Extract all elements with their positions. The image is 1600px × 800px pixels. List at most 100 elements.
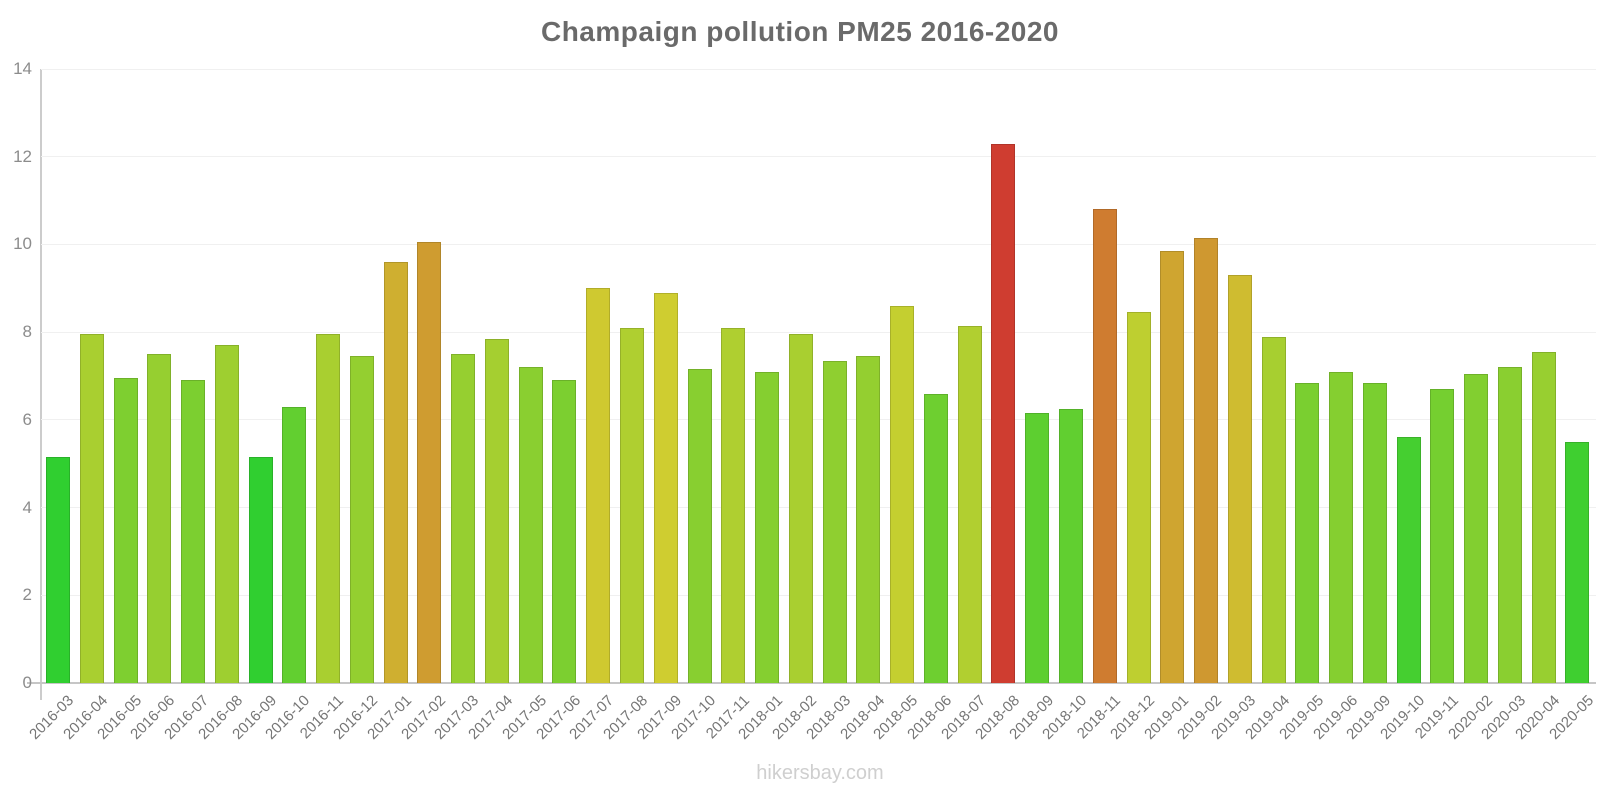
- bar-2019-09[interactable]: [1362, 382, 1387, 683]
- x-tick-label-2017-06: 2017-06: [532, 692, 584, 743]
- x-tick-label-2020-04: 2020-04: [1512, 692, 1564, 743]
- bar-2017-08[interactable]: [620, 327, 645, 683]
- bar-2020-04[interactable]: [1531, 351, 1556, 683]
- gridline-4: [41, 507, 1596, 509]
- bar-2018-06[interactable]: [923, 393, 948, 683]
- bar-2018-05[interactable]: [890, 305, 915, 683]
- bar-2016-09[interactable]: [248, 457, 273, 683]
- y-tick-label-10: 10: [13, 234, 32, 254]
- x-tick-label-2020-03: 2020-03: [1478, 692, 1530, 743]
- bar-2018-03[interactable]: [822, 360, 847, 683]
- bar-2017-04[interactable]: [484, 338, 509, 683]
- bar-2020-05[interactable]: [1565, 441, 1590, 683]
- bar-2017-05[interactable]: [518, 367, 543, 683]
- x-tick-label-2018-11: 2018-11: [1073, 692, 1125, 743]
- bar-2018-08[interactable]: [991, 143, 1016, 683]
- x-tick-label-2016-08: 2016-08: [194, 692, 246, 743]
- x-tick-label-2019-06: 2019-06: [1309, 692, 1361, 743]
- bar-2020-02[interactable]: [1464, 373, 1489, 683]
- bar-2016-04[interactable]: [79, 334, 104, 683]
- x-tick-label-2018-09: 2018-09: [1005, 692, 1057, 743]
- bar-2017-11[interactable]: [721, 327, 746, 683]
- gridline-6: [41, 419, 1596, 421]
- x-tick-label-2016-09: 2016-09: [228, 692, 280, 743]
- bar-2017-01[interactable]: [383, 261, 408, 683]
- bar-2019-04[interactable]: [1261, 336, 1286, 683]
- bar-2019-03[interactable]: [1227, 275, 1252, 683]
- x-tick-label-2018-12: 2018-12: [1106, 692, 1158, 743]
- bar-2019-11[interactable]: [1430, 389, 1455, 683]
- bar-2019-05[interactable]: [1295, 382, 1320, 683]
- bar-2017-06[interactable]: [552, 380, 577, 683]
- x-tick-label-2018-03: 2018-03: [802, 692, 854, 743]
- x-tick-label-2016-03: 2016-03: [26, 692, 78, 743]
- x-tick-label-2017-01: 2017-01: [363, 692, 415, 743]
- bar-2020-03[interactable]: [1497, 367, 1522, 683]
- x-tick-label-2018-06: 2018-06: [904, 692, 956, 743]
- x-tick-label-2016-05: 2016-05: [93, 692, 145, 743]
- bar-2016-05[interactable]: [113, 378, 138, 683]
- bar-2018-01[interactable]: [755, 371, 780, 683]
- x-tick-label-2018-10: 2018-10: [1039, 692, 1091, 743]
- x-tick-label-2018-01: 2018-01: [735, 692, 787, 743]
- x-tick-label-2017-07: 2017-07: [566, 692, 618, 743]
- x-tick-label-2017-10: 2017-10: [667, 692, 719, 743]
- bar-2018-04[interactable]: [856, 356, 881, 683]
- chart-title: Champaign pollution PM25 2016-2020: [540, 16, 1060, 47]
- bar-2016-08[interactable]: [214, 345, 239, 683]
- bar-2017-03[interactable]: [451, 354, 476, 683]
- y-tick-label-6: 6: [22, 409, 32, 429]
- bar-2017-02[interactable]: [417, 242, 442, 683]
- x-tick-label-2019-11: 2019-11: [1411, 692, 1462, 743]
- x-tick-label-2016-04: 2016-04: [59, 692, 111, 743]
- x-tick-label-2017-04: 2017-04: [465, 692, 517, 743]
- x-tick-label-2017-02: 2017-02: [397, 692, 449, 743]
- bar-2017-07[interactable]: [586, 288, 611, 683]
- gridline-2: [41, 594, 1596, 596]
- plot-area: 0 2 4 6 8 10 12 14 2016-03 2016-04 2016-05 2016-06…: [13, 59, 1597, 743]
- bar-2016-11[interactable]: [316, 334, 341, 683]
- x-tick-label-2017-11: 2017-11: [702, 692, 753, 743]
- y-tick-label-8: 8: [22, 322, 32, 342]
- y-tick-label-4: 4: [22, 497, 32, 517]
- x-tick-label-2018-08: 2018-08: [971, 692, 1023, 743]
- bar-2018-10[interactable]: [1058, 408, 1083, 683]
- bar-2016-12[interactable]: [349, 356, 374, 683]
- x-tick-label-2019-01: 2019-01: [1140, 692, 1192, 743]
- x-tick-label-2019-10: 2019-10: [1377, 692, 1429, 743]
- bar-2017-10[interactable]: [687, 369, 712, 683]
- x-tick-label-2017-08: 2017-08: [600, 692, 652, 743]
- bar-2018-11[interactable]: [1092, 209, 1117, 683]
- x-axis-line: [27, 682, 1596, 684]
- bar-2019-01[interactable]: [1160, 251, 1185, 683]
- bar-2018-12[interactable]: [1126, 312, 1151, 683]
- x-tick-label-2020-02: 2020-02: [1444, 692, 1496, 743]
- x-tick-label-2018-05: 2018-05: [870, 692, 922, 743]
- y-tick-label-0: 0: [22, 673, 32, 692]
- bar-2019-02[interactable]: [1194, 237, 1219, 683]
- x-tick-label-2016-07: 2016-07: [161, 692, 213, 743]
- x-tick-label-2019-05: 2019-05: [1275, 692, 1327, 743]
- x-tick-label-2019-04: 2019-04: [1242, 692, 1294, 743]
- x-tick-label-2018-02: 2018-02: [769, 692, 821, 743]
- gridline-12: [41, 156, 1596, 158]
- bar-2017-09[interactable]: [653, 292, 678, 683]
- bar-2018-07[interactable]: [957, 325, 982, 683]
- y-tick-label-14: 14: [13, 59, 32, 78]
- x-tick-label-2017-03: 2017-03: [431, 692, 483, 743]
- bar-2019-10[interactable]: [1396, 437, 1421, 683]
- bar-2016-06[interactable]: [147, 354, 172, 683]
- y-tick-label-12: 12: [13, 146, 32, 166]
- bar-2016-07[interactable]: [181, 380, 206, 683]
- bar-2019-06[interactable]: [1329, 371, 1354, 683]
- x-tick-label-2018-04: 2018-04: [836, 692, 888, 743]
- bar-2016-03[interactable]: [46, 457, 70, 683]
- watermark: hikersbay.com: [756, 762, 884, 784]
- x-tick-label-2016-10: 2016-10: [262, 692, 314, 743]
- bar-2016-10[interactable]: [282, 406, 307, 683]
- x-tick-label-2018-07: 2018-07: [938, 692, 990, 743]
- x-tick-label-2016-12: 2016-12: [330, 692, 382, 743]
- bar-2018-09[interactable]: [1025, 413, 1050, 683]
- gridline-10: [41, 243, 1596, 245]
- bar-2018-02[interactable]: [788, 334, 813, 683]
